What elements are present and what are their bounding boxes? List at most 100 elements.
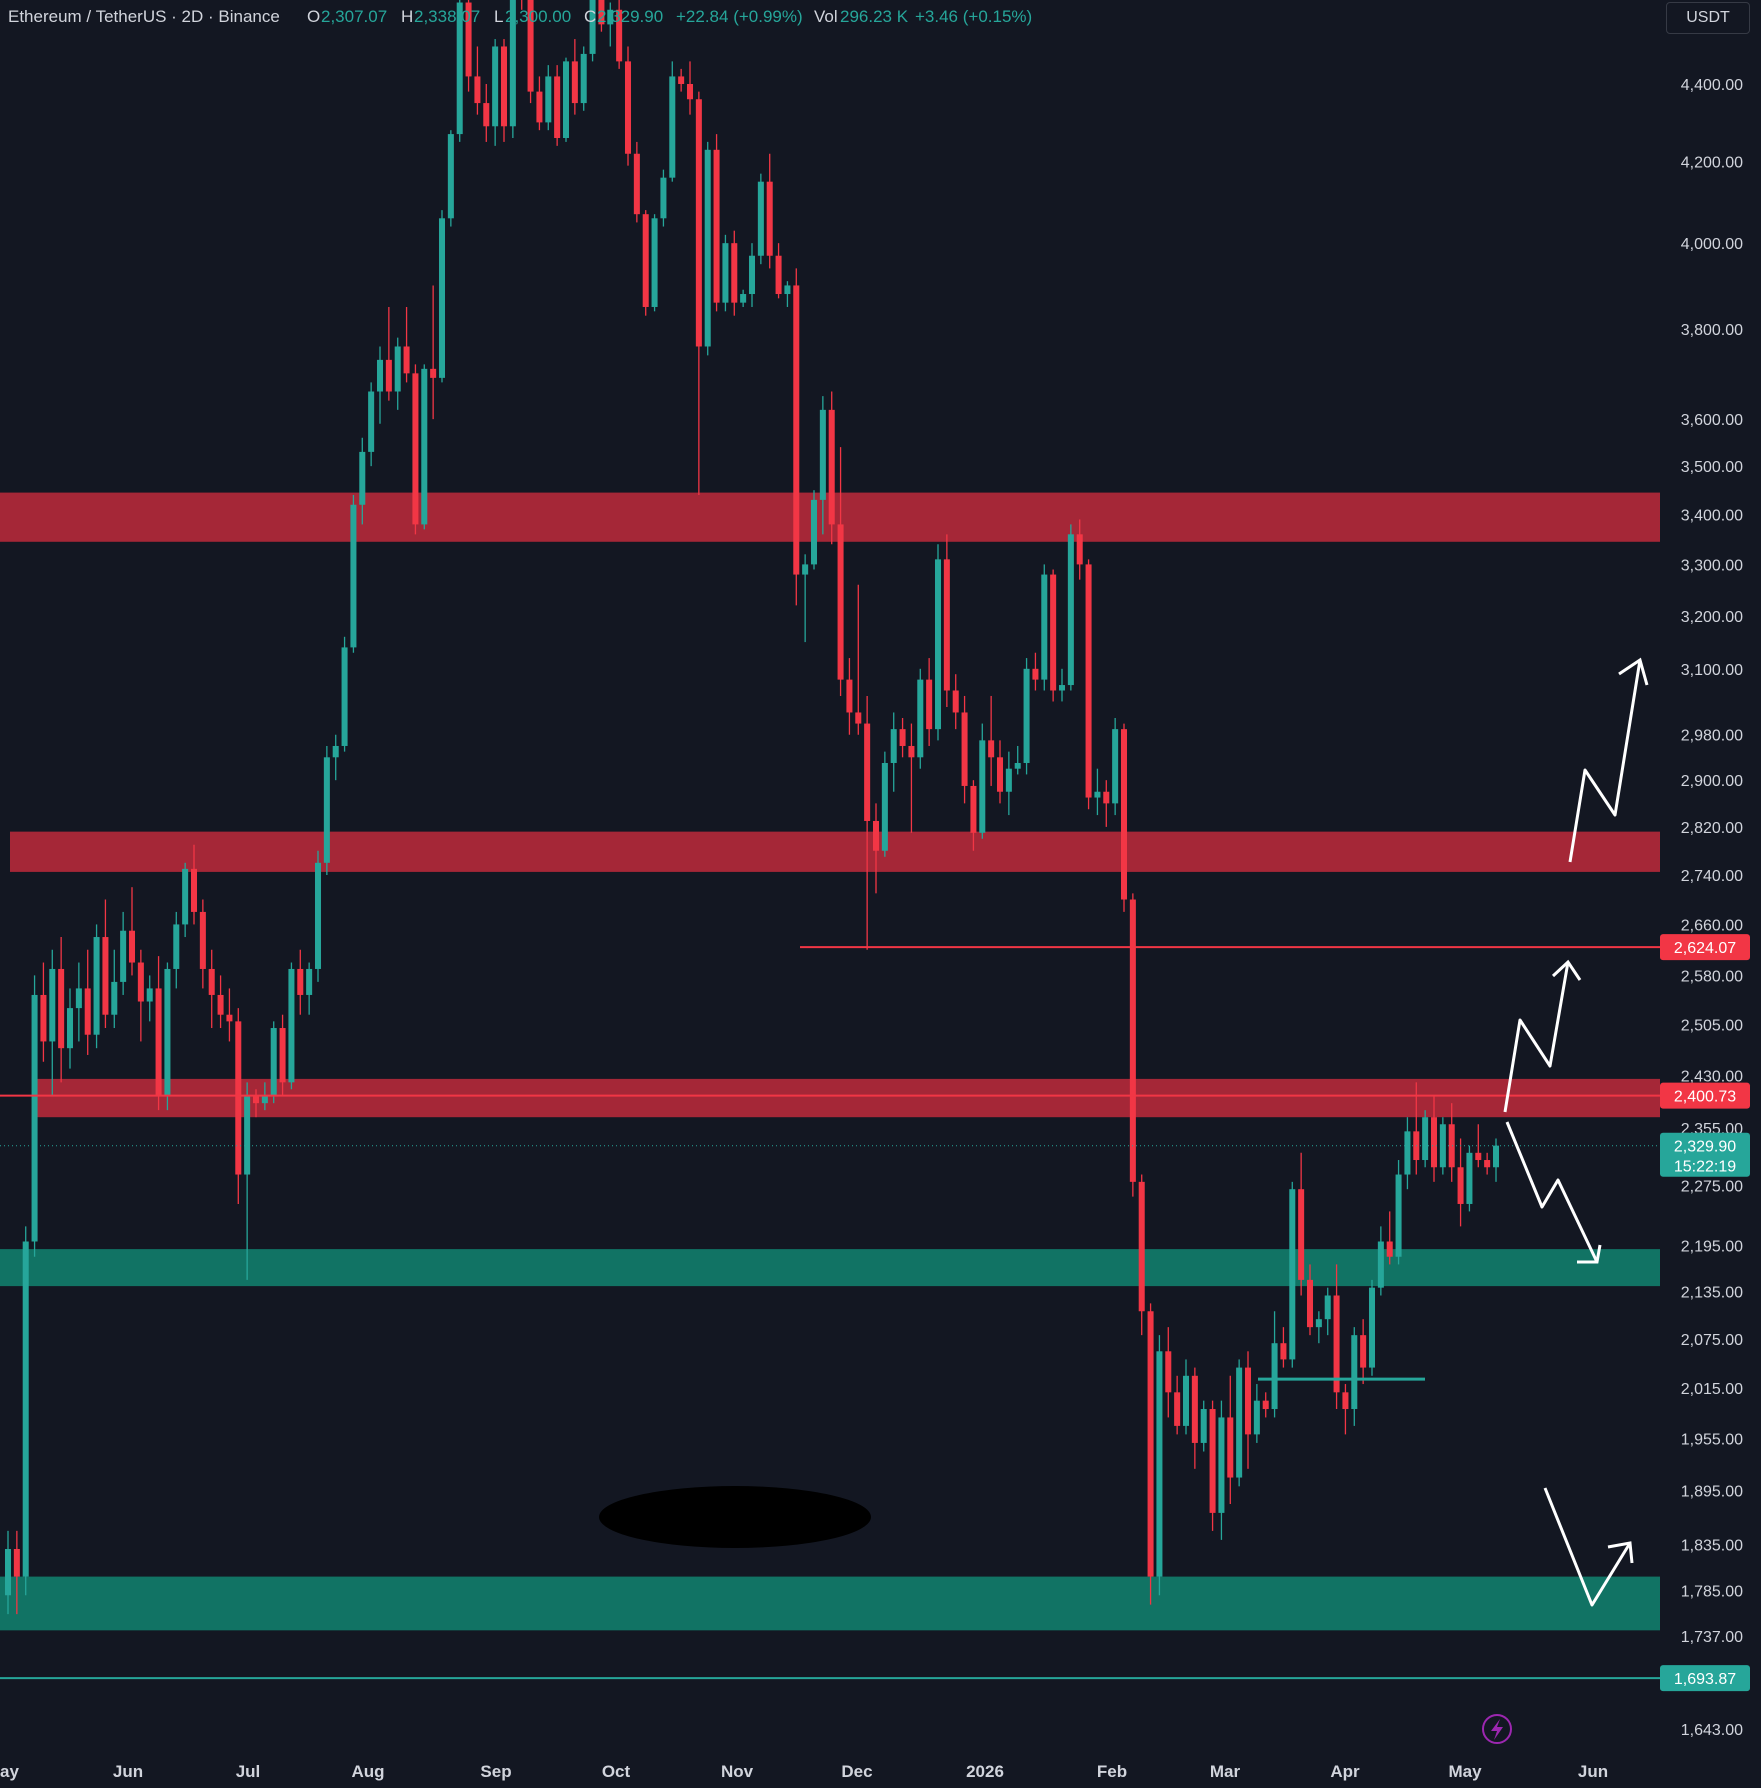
candle: [1094, 768, 1101, 816]
time-tick-label: Apr: [1330, 1762, 1360, 1781]
price-tick-label: 1,737.00: [1681, 1629, 1743, 1646]
candle: [837, 447, 844, 696]
candle: [1182, 1359, 1190, 1435]
bounce-arrow-path: [1543, 1487, 1632, 1607]
candle: [872, 803, 880, 894]
candle: [1342, 1384, 1349, 1435]
candle: [784, 281, 791, 307]
price-tick-label: 3,200.00: [1681, 609, 1743, 626]
legend-low-label: L: [494, 7, 503, 26]
zones-layer: [0, 492, 1660, 1631]
candle: [1404, 1117, 1411, 1190]
candle: [279, 1014, 286, 1097]
candle: [1191, 1367, 1198, 1469]
candle: [1475, 1124, 1482, 1168]
legend-change: +22.84 (+0.99%): [676, 7, 803, 26]
candle: [669, 61, 676, 182]
candle: [1236, 1359, 1243, 1487]
candle: [713, 134, 720, 312]
candle: [341, 636, 348, 752]
candle: [474, 46, 481, 115]
arrows-layer: [1503, 657, 1649, 1607]
resistance-zone-1: [10, 831, 1660, 872]
candle: [802, 554, 809, 643]
tag-support-line[interactable]: 1,693.87: [1660, 1665, 1750, 1692]
price-tick-label: 2,505.00: [1681, 1018, 1743, 1035]
candle: [1147, 1303, 1154, 1605]
time-axis: ay Jun Jul Aug Sep Oct Nov Dec 2026 Feb Mar Apr May J…: [0, 1762, 1608, 1781]
candle: [890, 712, 897, 792]
candle: [403, 306, 410, 383]
price-tick-label: 2,820.00: [1681, 820, 1743, 837]
candle: [252, 1089, 260, 1118]
candle: [810, 490, 818, 570]
price-tick-label: 3,400.00: [1681, 508, 1743, 525]
price-tick-label: 1,835.00: [1681, 1537, 1743, 1554]
tag-resistance-line[interactable]: 2,624.07: [1660, 934, 1750, 961]
candle: [1165, 1327, 1172, 1418]
candle: [359, 437, 366, 525]
bounce-arrow-head: [1607, 1541, 1634, 1564]
candle: [492, 39, 499, 146]
candle: [368, 382, 375, 467]
candle: [1076, 519, 1083, 580]
lines-layer: [0, 946, 1660, 1680]
support-zone-4: [0, 1576, 1660, 1631]
candle: [1271, 1311, 1278, 1418]
candle: [1457, 1138, 1464, 1227]
candle: [1448, 1103, 1455, 1182]
candle: [642, 210, 649, 316]
bearish-arrow-head: [1577, 1244, 1602, 1264]
svg-text:2,400.73: 2,400.73: [1674, 1089, 1736, 1106]
candle: [40, 962, 47, 1062]
legend-high-label: H: [401, 7, 413, 26]
candle: [961, 695, 968, 804]
candle: [217, 975, 224, 1029]
candle: [766, 153, 773, 269]
time-tick-label: Dec: [841, 1762, 872, 1781]
candle: [695, 91, 702, 496]
candle: [465, 0, 472, 92]
bullish-arrow-path: [1568, 659, 1642, 863]
price-tick-label: 2,980.00: [1681, 728, 1743, 745]
candle: [1067, 524, 1074, 691]
candle: [226, 988, 233, 1042]
time-tick-label: Jun: [1578, 1762, 1608, 1781]
legend-open-value: 2,307.07: [321, 7, 387, 26]
candle: [1484, 1152, 1491, 1175]
candle: [483, 84, 490, 142]
candle: [1439, 1117, 1446, 1175]
candle: [1218, 1400, 1225, 1540]
price-axis: 4,400.00 4,200.00 4,000.00 3,800.00 3,600.00…: [1681, 77, 1743, 1739]
alert-icon[interactable]: [1482, 1714, 1512, 1744]
candle: [430, 285, 437, 420]
candle: [521, 0, 523, 10]
tag-resistance-line-2[interactable]: 2,400.73: [1660, 1082, 1750, 1109]
candle: [376, 346, 384, 424]
candle: [571, 39, 578, 115]
candle: [589, 0, 596, 62]
candle: [1209, 1400, 1216, 1531]
candle: [1306, 1264, 1314, 1336]
currency-button[interactable]: USDT: [1666, 2, 1750, 34]
candle: [1032, 652, 1039, 691]
price-tick-label: 3,800.00: [1681, 322, 1743, 339]
tag-last-price[interactable]: 2,329.90 15:22:19: [1660, 1132, 1750, 1177]
time-tick-label: May: [1448, 1762, 1482, 1781]
price-tick-label: 3,100.00: [1681, 662, 1743, 679]
candle: [1430, 1096, 1438, 1182]
time-tick-label: Oct: [602, 1762, 631, 1781]
candle: [1129, 893, 1136, 1197]
price-tick-label: 3,300.00: [1681, 557, 1743, 574]
candle: [58, 937, 65, 1083]
candle: [314, 850, 322, 982]
candle: [1492, 1138, 1500, 1182]
candle: [1333, 1264, 1340, 1410]
svg-text:1,693.87: 1,693.87: [1674, 1671, 1736, 1688]
candle: [1253, 1384, 1260, 1443]
legend-close-value: 2,329.90: [597, 7, 663, 26]
candle: [1315, 1311, 1322, 1344]
time-tick-label: Sep: [480, 1762, 511, 1781]
